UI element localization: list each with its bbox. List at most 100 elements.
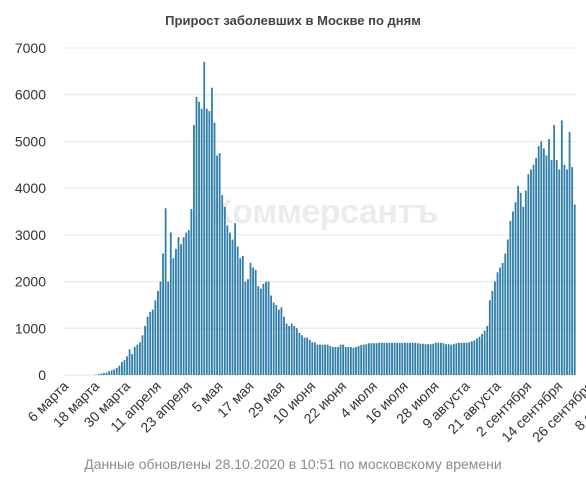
bar (298, 332, 301, 375)
bar (465, 342, 468, 375)
bar (157, 290, 159, 375)
y-tick-label: 4000 (15, 180, 46, 196)
bar (388, 342, 391, 375)
bar (491, 290, 494, 375)
bar (455, 343, 458, 375)
bar (470, 341, 473, 375)
bar (151, 309, 154, 375)
y-axis-labels: 0 1000 2000 3000 4000 5000 6000 7000 (15, 40, 46, 383)
bar (169, 232, 172, 375)
y-tick-label: 7000 (15, 40, 46, 56)
bar (331, 346, 334, 375)
bar (422, 343, 424, 375)
bar (265, 281, 267, 375)
bar (409, 342, 411, 375)
bar (190, 209, 193, 375)
bar (275, 304, 278, 375)
bar (244, 281, 247, 375)
bar (234, 223, 236, 375)
bar (452, 344, 455, 375)
bar (262, 283, 265, 375)
bar (283, 316, 285, 375)
bar (437, 342, 440, 375)
bar (360, 345, 363, 375)
bar (522, 206, 525, 375)
bar (211, 87, 213, 375)
bar (293, 325, 296, 375)
y-tick-label: 6000 (15, 87, 46, 103)
bar (524, 190, 527, 375)
bar (223, 206, 226, 375)
bar (568, 132, 571, 375)
bar (133, 346, 136, 375)
y-tick-label: 3000 (15, 227, 46, 243)
bar (468, 342, 471, 375)
bar (357, 346, 360, 375)
bar (362, 344, 365, 375)
bar (411, 342, 414, 375)
bar (290, 323, 293, 375)
y-tick-label: 1000 (15, 320, 46, 336)
bar (424, 344, 427, 375)
bar (216, 155, 218, 375)
bar (218, 153, 221, 375)
bar (550, 160, 553, 375)
bar (159, 281, 162, 375)
bar (182, 237, 185, 375)
bar (167, 281, 170, 375)
bar (401, 342, 404, 375)
bar (442, 343, 445, 375)
bar (257, 286, 260, 375)
bar (429, 344, 432, 375)
bar (555, 160, 558, 375)
bar (334, 346, 337, 375)
bar (391, 342, 393, 375)
y-tick-label: 0 (38, 367, 46, 383)
bar (537, 146, 540, 375)
bar (254, 269, 257, 375)
bar (272, 302, 275, 375)
bar (175, 248, 177, 375)
bar (187, 230, 190, 375)
bar (349, 346, 352, 375)
bar (313, 342, 316, 375)
bar (499, 267, 502, 375)
bar (123, 360, 126, 375)
bar (146, 316, 149, 375)
bar (365, 344, 368, 375)
bar (131, 353, 134, 375)
bar (110, 370, 113, 375)
bar (494, 281, 496, 375)
bar (514, 202, 517, 375)
daily-cases-chart: 0 1000 2000 3000 4000 5000 6000 7000 6 марта18 … (15, 40, 586, 445)
bar (463, 342, 465, 375)
bars (95, 62, 576, 376)
bar (535, 157, 538, 375)
bar (113, 369, 116, 375)
bar (252, 267, 255, 375)
bar (483, 330, 486, 375)
bar (347, 346, 350, 375)
bar (530, 169, 532, 375)
bar (247, 279, 249, 375)
bar (416, 343, 419, 375)
bar (280, 307, 283, 375)
bar (447, 344, 450, 375)
bar (432, 343, 435, 375)
bar (476, 338, 478, 375)
bar (329, 346, 332, 375)
bar (517, 185, 520, 375)
bar (259, 288, 262, 375)
bar (321, 344, 324, 375)
bar (406, 342, 409, 375)
bar (319, 344, 321, 375)
bar (404, 342, 406, 375)
bar (473, 340, 476, 375)
bar (450, 344, 453, 375)
bar (295, 328, 298, 375)
bar (370, 343, 373, 375)
bar (144, 325, 146, 375)
bar (241, 255, 244, 375)
bar (563, 164, 566, 375)
